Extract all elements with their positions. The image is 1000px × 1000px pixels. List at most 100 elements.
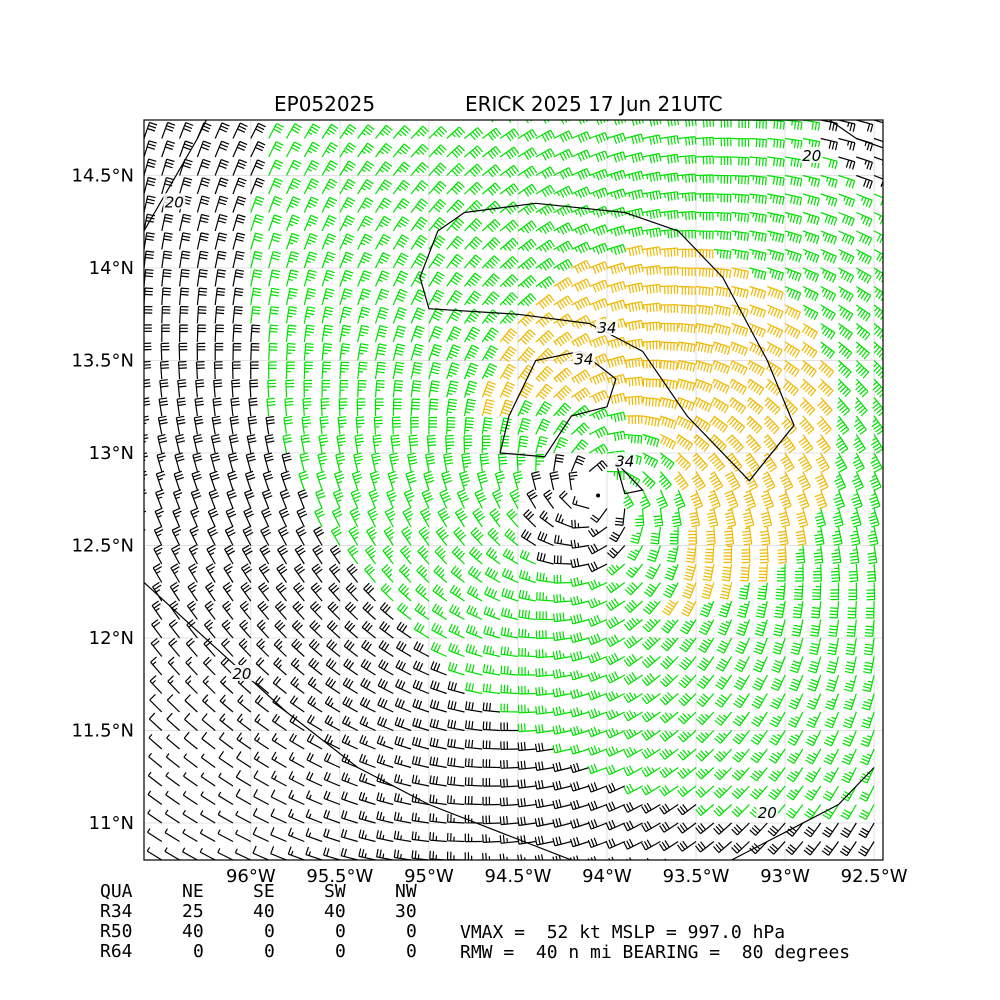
wind-barb [144, 397, 151, 416]
wind-barb [552, 668, 572, 679]
wind-barb [375, 161, 393, 176]
wind-barb [799, 397, 816, 416]
wind-barb [392, 179, 411, 195]
wind-barb [517, 183, 537, 197]
wind-barb [570, 744, 590, 755]
wind-barb [747, 378, 765, 396]
wind-barb [807, 674, 822, 692]
wind-barb [512, 470, 524, 491]
wind-barb [587, 597, 608, 609]
wind-barb [265, 415, 275, 435]
wind-barb [429, 775, 447, 787]
wind-barb [232, 342, 242, 361]
wind-barb [223, 563, 234, 583]
wind-barb [267, 379, 277, 398]
wind-barb [552, 687, 572, 698]
wind-barb [735, 637, 750, 655]
wind-barb [178, 342, 188, 361]
wind-barb [156, 452, 166, 472]
wind-barb [321, 233, 337, 250]
wind-barb [695, 748, 715, 762]
wind-barb [210, 434, 221, 454]
wind-barb [812, 563, 822, 582]
wind-barb [659, 692, 679, 706]
wind-barb [354, 434, 364, 454]
wind-barb [307, 676, 323, 694]
wind-barb [767, 285, 784, 301]
wind-barb [144, 176, 157, 195]
wind-barb [846, 619, 857, 637]
wind-barb [150, 656, 163, 676]
wind-barb [772, 637, 786, 655]
wind-barb [817, 397, 833, 416]
wind-barb [786, 767, 804, 783]
wind-barb [260, 526, 272, 546]
wind-barb [179, 250, 191, 269]
wind-barb [535, 348, 554, 364]
wind-barb [814, 489, 828, 510]
wind-barb [203, 638, 216, 657]
wind-barb [678, 692, 697, 707]
wind-barb [535, 166, 556, 180]
wind-barb [414, 602, 430, 620]
wind-barb [419, 507, 431, 528]
wind-barb [376, 735, 394, 750]
wind-barb [642, 246, 662, 257]
wind-barb [570, 762, 590, 774]
wind-barb [423, 470, 435, 491]
wind-barb [499, 346, 517, 363]
wind-barb [168, 619, 181, 639]
wind-barb [232, 287, 244, 306]
wind-barb [791, 619, 804, 637]
wind-barb [374, 379, 385, 398]
wind-barb [749, 137, 767, 148]
wind-barb [609, 526, 626, 543]
wind-barb [659, 840, 679, 852]
wind-barb [330, 526, 342, 546]
wind-barb [428, 120, 430, 121]
wind-barb [463, 362, 479, 380]
wind-barb [675, 396, 695, 412]
wind-barb [817, 378, 834, 397]
wind-barb [499, 164, 520, 178]
wind-barb [325, 658, 341, 676]
wind-barb [343, 658, 359, 676]
wind-barb [199, 847, 216, 860]
wind-barb [552, 836, 572, 847]
wind-barb [848, 582, 858, 601]
wind-barb [552, 762, 572, 773]
wind-barb [605, 671, 626, 684]
wind-barb [321, 343, 333, 361]
wind-barb [624, 395, 643, 406]
wind-barb [446, 380, 459, 398]
wind-barb [374, 252, 391, 269]
wind-barb [571, 223, 591, 236]
wind-barb [624, 133, 644, 145]
wind-barb [642, 283, 662, 294]
wind-barb [688, 508, 701, 528]
wind-barb [220, 675, 234, 694]
wind-barb [518, 628, 536, 639]
wind-barb [144, 470, 148, 490]
wind-barb [332, 489, 344, 509]
wind-barb [357, 343, 369, 361]
contour-line [419, 202, 795, 482]
wind-barb [678, 656, 697, 671]
wind-barb [219, 713, 234, 731]
wind-barb [659, 821, 679, 833]
wind-barb [605, 598, 626, 611]
wind-barb [159, 379, 169, 398]
wind-barb [641, 802, 661, 814]
wind-barb [214, 306, 225, 324]
wind-barb [868, 489, 881, 510]
wind-barb [360, 658, 376, 676]
wind-barb [253, 751, 270, 769]
wind-barb [196, 213, 210, 232]
wind-barb [677, 804, 697, 816]
wind-barb [246, 434, 257, 454]
wind-barb [215, 120, 216, 121]
wind-barb [235, 788, 252, 806]
wind-barb [288, 770, 305, 787]
wind-barb [411, 736, 430, 750]
